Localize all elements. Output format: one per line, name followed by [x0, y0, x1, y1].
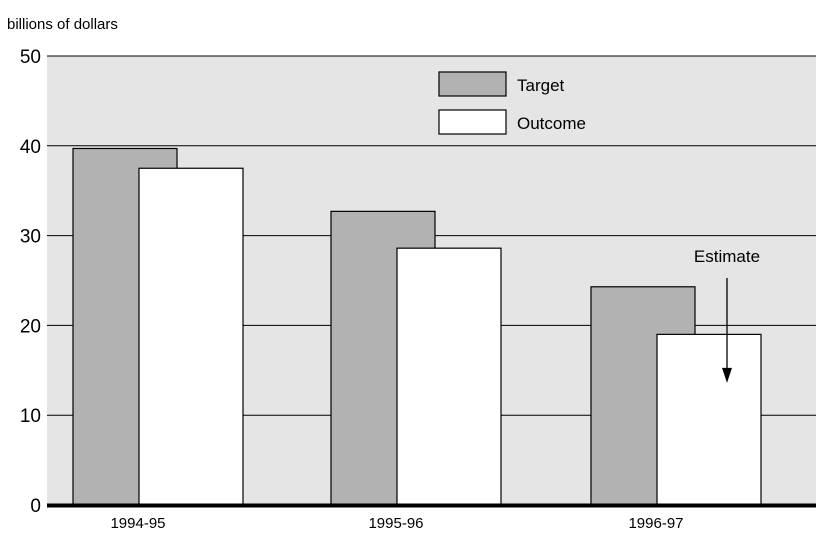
bar-outcome-1994-95	[138, 167, 244, 506]
x-tick-label-1995-96: 1995-96	[368, 515, 423, 532]
y-tick-label-0: 0	[30, 496, 41, 517]
legend-label-outcome: Outcome	[517, 114, 586, 133]
x-tick-label-1996-97: 1996-97	[628, 515, 683, 532]
y-tick-label-40: 40	[20, 137, 41, 158]
y-tick-label-50: 50	[20, 47, 41, 68]
legend-swatch-target	[438, 71, 507, 97]
estimate-annotation: Estimate	[694, 247, 760, 383]
x-tick-label-1994-95: 1994-95	[110, 515, 165, 532]
bars	[72, 147, 762, 506]
legend-label-target: Target	[517, 76, 565, 95]
estimate-label: Estimate	[694, 247, 760, 266]
y-tick-labels: 0 10 20 30 40 50	[20, 47, 41, 517]
bar-outcome-1996-97	[656, 333, 762, 506]
legend-swatch-outcome	[438, 109, 507, 135]
legend: Target Outcome	[438, 71, 586, 135]
bar-outcome-1995-96	[396, 247, 502, 506]
y-tick-label-10: 10	[20, 406, 41, 427]
y-tick-label-30: 30	[20, 227, 41, 248]
estimate-arrow-head	[722, 367, 732, 383]
y-tick-label-20: 20	[20, 316, 41, 337]
y-unit-label: billions of dollars	[7, 16, 118, 33]
x-tick-labels: 1994-95 1995-96 1996-97	[110, 515, 683, 532]
